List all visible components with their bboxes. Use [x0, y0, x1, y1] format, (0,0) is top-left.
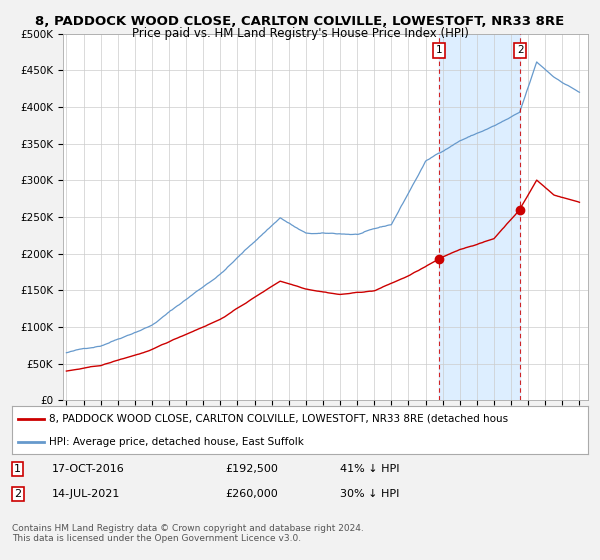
Text: Contains HM Land Registry data © Crown copyright and database right 2024.
This d: Contains HM Land Registry data © Crown c…	[12, 524, 364, 543]
Text: £260,000: £260,000	[225, 489, 278, 499]
Text: 41% ↓ HPI: 41% ↓ HPI	[340, 464, 400, 474]
Text: 2: 2	[14, 489, 22, 499]
Text: 1: 1	[14, 464, 21, 474]
Text: Price paid vs. HM Land Registry's House Price Index (HPI): Price paid vs. HM Land Registry's House …	[131, 27, 469, 40]
Text: 8, PADDOCK WOOD CLOSE, CARLTON COLVILLE, LOWESTOFT, NR33 8RE (detached hous: 8, PADDOCK WOOD CLOSE, CARLTON COLVILLE,…	[49, 414, 509, 424]
Bar	[439, 34, 520, 400]
Text: HPI: Average price, detached house, East Suffolk: HPI: Average price, detached house, East…	[49, 437, 304, 447]
Text: £192,500: £192,500	[225, 464, 278, 474]
Text: 17-OCT-2016: 17-OCT-2016	[52, 464, 125, 474]
Text: 1: 1	[436, 45, 443, 55]
Text: 14-JUL-2021: 14-JUL-2021	[52, 489, 121, 499]
Text: 2: 2	[517, 45, 524, 55]
Text: 8, PADDOCK WOOD CLOSE, CARLTON COLVILLE, LOWESTOFT, NR33 8RE: 8, PADDOCK WOOD CLOSE, CARLTON COLVILLE,…	[35, 15, 565, 28]
Text: 30% ↓ HPI: 30% ↓ HPI	[340, 489, 400, 499]
